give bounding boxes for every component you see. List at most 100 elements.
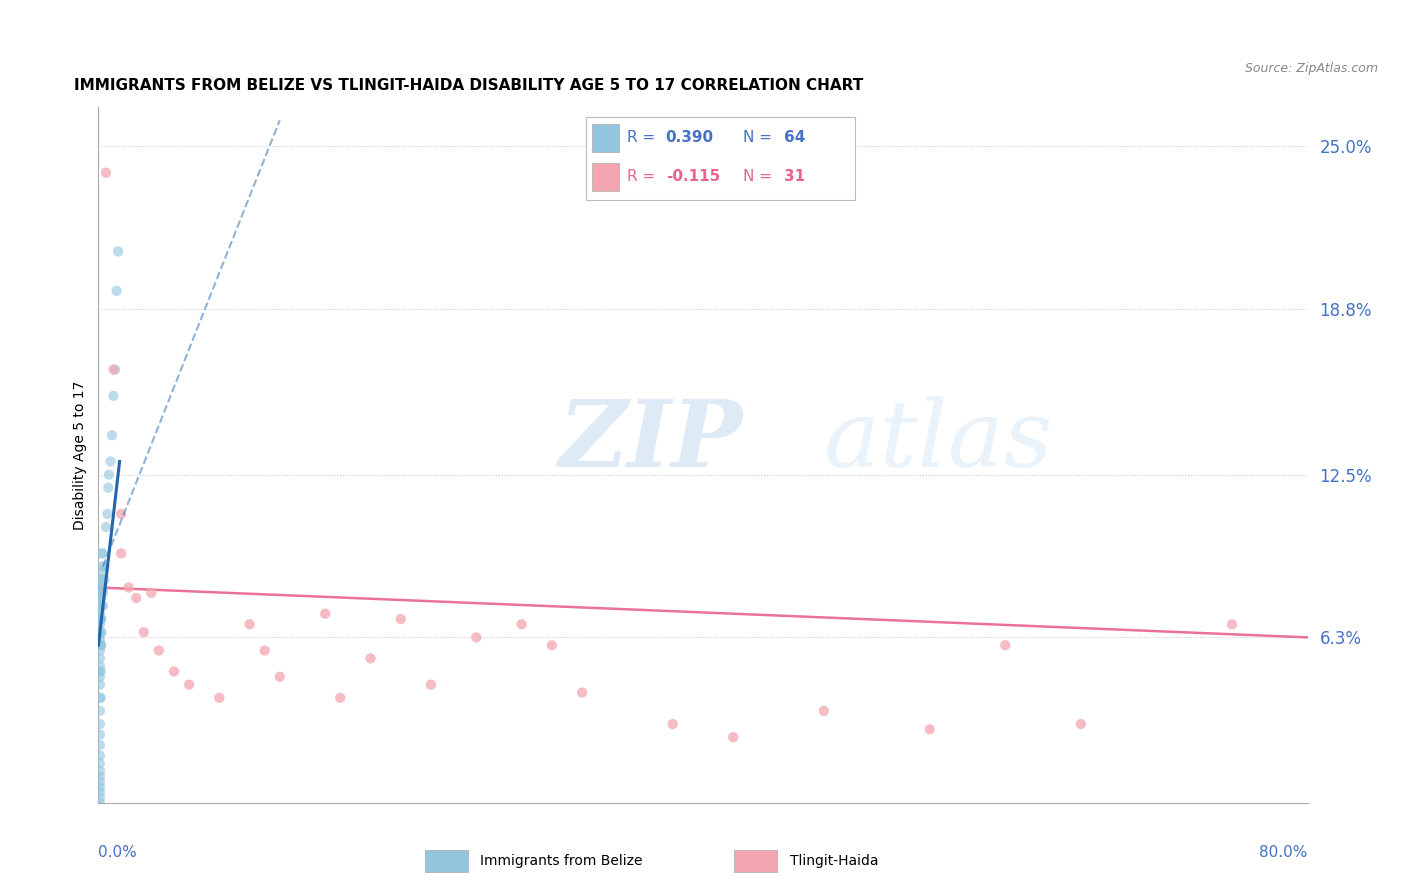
Bar bbox=[592, 124, 619, 152]
Point bbox=[90, 638, 112, 652]
Point bbox=[91, 586, 114, 600]
Point bbox=[104, 362, 127, 376]
Point bbox=[90, 573, 112, 587]
Point bbox=[98, 467, 121, 482]
Point bbox=[90, 690, 112, 705]
Point bbox=[107, 244, 129, 259]
Point bbox=[89, 748, 111, 763]
Point bbox=[89, 591, 111, 605]
Point bbox=[89, 651, 111, 665]
Point bbox=[1070, 717, 1092, 731]
Point bbox=[994, 638, 1017, 652]
Point bbox=[90, 599, 112, 613]
Point bbox=[465, 631, 488, 645]
Text: -0.115: -0.115 bbox=[666, 169, 720, 185]
Point bbox=[90, 665, 112, 679]
Point bbox=[94, 520, 117, 534]
Point bbox=[91, 581, 114, 595]
Point bbox=[89, 596, 111, 610]
Text: 0.0%: 0.0% bbox=[98, 845, 138, 860]
Point bbox=[90, 573, 112, 587]
Point bbox=[89, 756, 111, 771]
Point bbox=[89, 628, 111, 642]
Text: Tlingit-Haida: Tlingit-Haida bbox=[790, 854, 879, 868]
Text: N =: N = bbox=[742, 169, 776, 185]
Point bbox=[813, 704, 835, 718]
Point bbox=[110, 546, 132, 560]
Point bbox=[89, 665, 111, 679]
Point bbox=[179, 678, 201, 692]
Point bbox=[90, 559, 112, 574]
Point bbox=[571, 685, 593, 699]
Point bbox=[103, 389, 125, 403]
Point bbox=[89, 704, 111, 718]
Point bbox=[89, 790, 111, 805]
Point bbox=[540, 638, 562, 652]
Point bbox=[101, 428, 124, 442]
Text: 31: 31 bbox=[783, 169, 804, 185]
Point bbox=[208, 690, 231, 705]
Point bbox=[89, 690, 111, 705]
Text: N =: N = bbox=[742, 130, 776, 145]
Point bbox=[118, 581, 141, 595]
Point bbox=[918, 723, 941, 737]
Point bbox=[314, 607, 336, 621]
Point bbox=[89, 717, 111, 731]
Bar bbox=[592, 163, 619, 191]
Point bbox=[93, 573, 115, 587]
Point bbox=[89, 796, 111, 810]
Point bbox=[89, 586, 111, 600]
Point bbox=[89, 612, 111, 626]
Point bbox=[89, 780, 111, 794]
Text: Source: ZipAtlas.com: Source: ZipAtlas.com bbox=[1244, 62, 1378, 76]
Point bbox=[89, 764, 111, 779]
Point bbox=[89, 727, 111, 741]
Text: R =: R = bbox=[627, 130, 661, 145]
Point bbox=[89, 678, 111, 692]
Point bbox=[661, 717, 683, 731]
Point bbox=[93, 559, 115, 574]
Y-axis label: Disability Age 5 to 17: Disability Age 5 to 17 bbox=[73, 380, 87, 530]
Point bbox=[125, 591, 148, 605]
Point bbox=[420, 678, 443, 692]
Point bbox=[89, 638, 111, 652]
FancyBboxPatch shape bbox=[586, 117, 855, 200]
Bar bbox=[425, 849, 468, 872]
Point bbox=[90, 599, 112, 613]
Point bbox=[163, 665, 186, 679]
Point bbox=[90, 546, 112, 560]
Point bbox=[97, 481, 120, 495]
Text: atlas: atlas bbox=[824, 396, 1053, 486]
Point bbox=[90, 625, 112, 640]
Point bbox=[360, 651, 382, 665]
Point bbox=[89, 633, 111, 648]
Text: IMMIGRANTS FROM BELIZE VS TLINGIT-HAIDA DISABILITY AGE 5 TO 17 CORRELATION CHART: IMMIGRANTS FROM BELIZE VS TLINGIT-HAIDA … bbox=[75, 78, 863, 94]
Text: 0.390: 0.390 bbox=[666, 130, 714, 145]
Point bbox=[329, 690, 352, 705]
Point bbox=[510, 617, 533, 632]
Point bbox=[89, 670, 111, 684]
Point bbox=[89, 643, 111, 657]
Point bbox=[269, 670, 291, 684]
Point bbox=[89, 738, 111, 752]
Point bbox=[89, 785, 111, 799]
Point bbox=[89, 774, 111, 789]
Point bbox=[89, 617, 111, 632]
Point bbox=[90, 638, 112, 652]
Point bbox=[90, 612, 112, 626]
Text: Immigrants from Belize: Immigrants from Belize bbox=[481, 854, 643, 868]
Text: 80.0%: 80.0% bbox=[1260, 845, 1308, 860]
Point bbox=[239, 617, 262, 632]
Point bbox=[90, 581, 112, 595]
Point bbox=[96, 507, 118, 521]
Point bbox=[389, 612, 412, 626]
Point bbox=[723, 730, 745, 744]
Point bbox=[94, 166, 117, 180]
Point bbox=[90, 612, 112, 626]
Text: 64: 64 bbox=[783, 130, 806, 145]
Point bbox=[253, 643, 276, 657]
Point bbox=[89, 770, 111, 784]
Point bbox=[90, 586, 112, 600]
Point bbox=[105, 284, 128, 298]
Point bbox=[100, 454, 122, 468]
